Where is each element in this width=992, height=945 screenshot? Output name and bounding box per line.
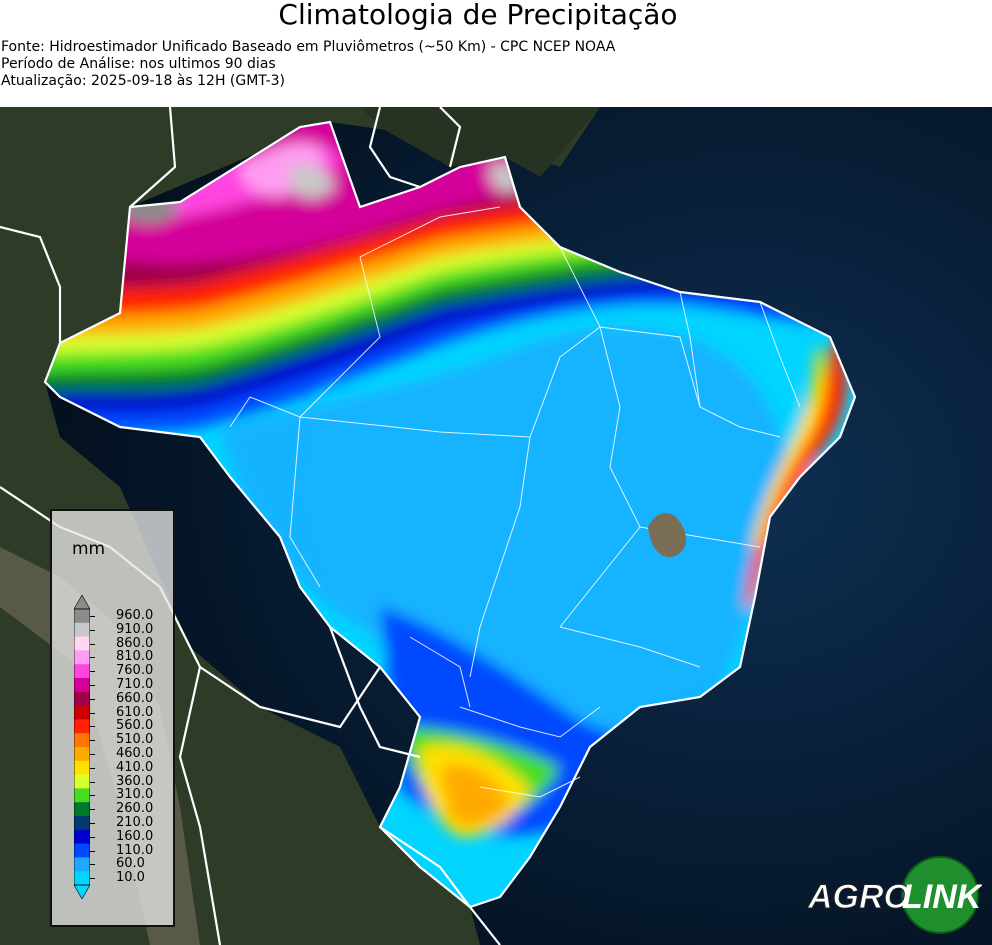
colorbar-tick-label: 960.0 [116,607,154,623]
colorbar-tick-label: 410.0 [116,759,154,775]
colorbar-tick-mark [90,643,95,645]
colorbar-tick-mark [90,684,95,686]
colorbar-segment [74,650,90,665]
colorbar-tick-mark [90,629,95,631]
colorbar-tick-label: 110.0 [116,842,154,858]
colorbar-segment [74,802,90,817]
colorbar-segment [74,691,90,706]
colorbar-tick-mark [90,822,95,824]
colorbar-frame [74,608,90,886]
colorbar-tick-label: 160.0 [116,828,154,844]
colorbar-tick-mark [90,726,95,728]
colorbar-segment [74,705,90,720]
period-text: Período de Análise: nos ultimos 90 dias [1,56,276,72]
highland-feature [648,512,687,558]
colorbar-segment [74,622,90,637]
colorbar-tick-label: 560.0 [116,718,154,734]
logo-text-link: LINK [902,878,982,916]
colorbar-arrow-bottom [74,884,90,899]
page-title: Climatologia de Precipitação [278,0,678,31]
colorbar-tick-mark [90,767,95,769]
colorbar-segment [74,774,90,789]
colorbar-tick-mark [90,698,95,700]
colorbar-tick-label: 710.0 [116,676,154,692]
colorbar-tick-label: 210.0 [116,814,154,830]
colorbar-segment [74,609,90,624]
colorbar-segment [74,857,90,872]
colorbar [74,595,90,899]
land-north [360,107,600,177]
colorbar-segment [74,816,90,831]
colorbar-tick-mark [90,615,95,617]
colorbar-tick-label: 660.0 [116,690,154,706]
colorbar-segment [74,843,90,858]
colorbar-tick-mark [90,781,95,783]
colorbar-segment [74,788,90,803]
legend-panel: mm 960.0 910.0 860.0 810.0 760.0 710.0 660.0 61… [50,509,175,927]
colorbar-tick-label: 60.0 [116,856,145,872]
colorbar-tick-mark [90,671,95,673]
colorbar-tick-label: 360.0 [116,773,154,789]
colorbar-tick-mark [90,850,95,852]
colorbar-tick-mark [90,657,95,659]
colorbar-segment [74,747,90,762]
colorbar-arrow-top [74,595,90,610]
colorbar-tick-mark [90,864,95,866]
colorbar-segment [74,678,90,693]
colorbar-segment [74,871,90,886]
colorbar-segment [74,719,90,734]
colorbar-tick-label: 510.0 [116,732,154,748]
colorbar-tick-label: 260.0 [116,801,154,817]
colorbar-tick-label: 10.0 [116,870,145,886]
colorbar-tick-label: 310.0 [116,787,154,803]
colorbar-segment [74,733,90,748]
colorbar-tick-mark [90,712,95,714]
colorbar-tick-label: 860.0 [116,635,154,651]
agrolink-logo: AGRO LINK [807,856,982,934]
colorbar-tick-mark [90,836,95,838]
colorbar-tick-mark [90,740,95,742]
colorbar-tick-mark [90,809,95,811]
colorbar-segment [74,760,90,775]
source-text: Fonte: Hidroestimador Unificado Baseado … [1,39,616,55]
state-borders [229,206,801,798]
colorbar-tick-mark [90,753,95,755]
colorbar-tick-label: 460.0 [116,745,154,761]
colorbar-tick-label: 760.0 [116,663,154,679]
colorbar-tick-label: 810.0 [116,649,154,665]
colorbar-tick-mark [90,795,95,797]
logo-text-agro: AGRO [807,878,910,916]
colorbar-tick-mark [90,878,95,880]
colorbar-segment [74,829,90,844]
precipitation-map[interactable] [0,107,992,945]
updated-text: Atualização: 2025-09-18 às 12H (GMT-3) [1,73,285,89]
colorbar-tick-label: 610.0 [116,704,154,720]
colorbar-segment [74,636,90,651]
legend-unit: mm [72,539,106,559]
colorbar-segment [74,664,90,679]
colorbar-tick-label: 910.0 [116,621,154,637]
